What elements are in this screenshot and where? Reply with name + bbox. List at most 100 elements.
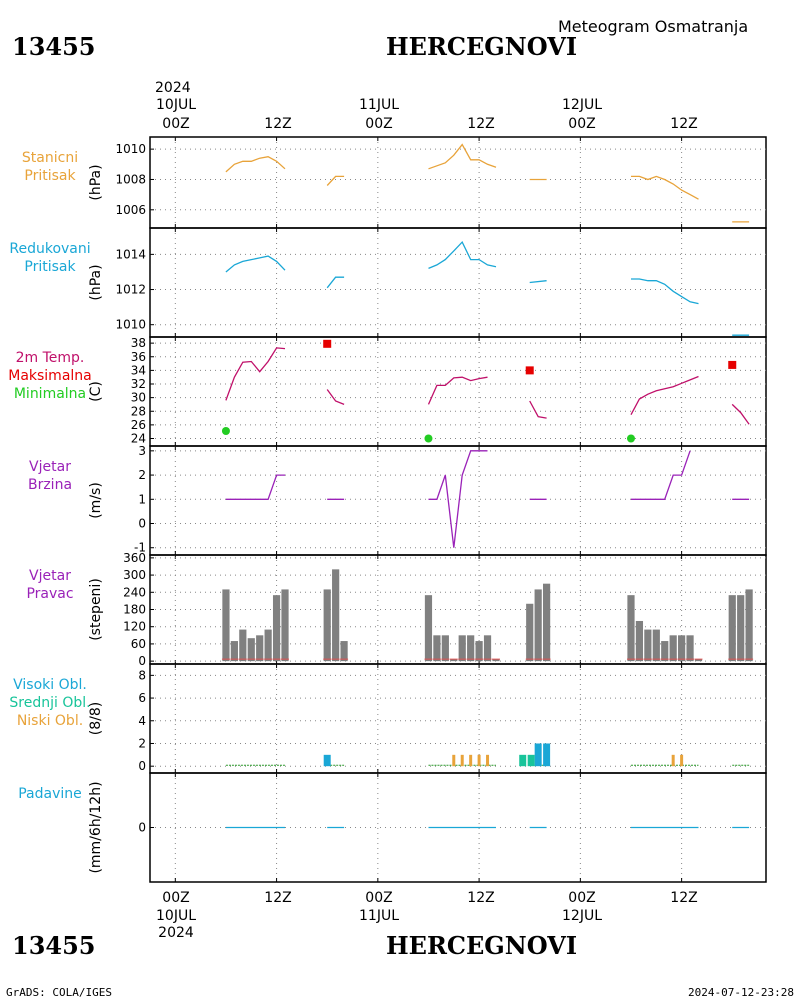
y-tick-label: 32 bbox=[131, 377, 146, 391]
y-tick-label: 300 bbox=[123, 568, 146, 582]
wind-direction-bar bbox=[441, 635, 449, 662]
panel-unit-label: (stepeni) bbox=[88, 578, 104, 641]
y-tick-label: 60 bbox=[131, 637, 146, 651]
cloud-bar bbox=[543, 743, 551, 767]
tmin-point bbox=[424, 434, 433, 443]
station-pressure-line bbox=[225, 156, 286, 173]
y-tick-label: 1010 bbox=[115, 142, 146, 156]
temperature-line bbox=[427, 376, 488, 405]
y-tick-label: 0 bbox=[138, 821, 146, 835]
bottom-hour-label: 12Z bbox=[264, 890, 291, 906]
temperature-line bbox=[326, 389, 345, 406]
cloud-bar bbox=[469, 754, 473, 767]
panel-label: Brzina bbox=[28, 477, 72, 493]
reduced-pressure-line bbox=[428, 240, 497, 269]
panels-layer: 101010081006(hPa)StanicniPritisak1014101… bbox=[8, 136, 767, 883]
wind-direction-bar bbox=[272, 595, 281, 662]
y-tick-label: 28 bbox=[131, 404, 146, 418]
y-tick-label: 26 bbox=[131, 418, 146, 432]
y-tick-label: 8 bbox=[138, 668, 146, 682]
cloud-bar bbox=[452, 754, 456, 767]
wind-speed-line bbox=[631, 450, 691, 500]
top-hour-label: 00Z bbox=[568, 116, 595, 132]
top-hour-label: 12Z bbox=[264, 116, 291, 132]
y-tick-label: 3 bbox=[138, 444, 146, 458]
station-pressure-line bbox=[428, 143, 497, 170]
temperature-line bbox=[731, 403, 750, 425]
bottom-date-label: 10JUL bbox=[156, 908, 196, 924]
top-year-label: 2024 bbox=[155, 80, 191, 96]
wind-direction-bar bbox=[281, 589, 289, 662]
temperature-line bbox=[225, 347, 286, 401]
wind-direction-bar bbox=[433, 635, 441, 662]
panel-label: Srednji Obl. bbox=[9, 695, 90, 711]
wind-direction-bar bbox=[745, 589, 753, 662]
y-tick-label: 4 bbox=[138, 714, 146, 728]
cloud-bar bbox=[680, 754, 684, 767]
y-tick-label: 36 bbox=[131, 350, 146, 364]
marks-layer bbox=[221, 143, 754, 829]
y-tick-label: 6 bbox=[138, 691, 146, 705]
panel-label: Padavine bbox=[18, 786, 82, 802]
panel-label: Minimalna bbox=[14, 386, 86, 402]
wind-direction-bar bbox=[256, 635, 264, 662]
wind-direction-bar bbox=[543, 583, 551, 662]
y-tick-label: 2 bbox=[138, 468, 146, 482]
wind-direction-bar bbox=[652, 629, 660, 662]
cloud-bar bbox=[323, 754, 331, 767]
wind-direction-bar bbox=[332, 569, 340, 662]
bottom-hour-label: 12Z bbox=[467, 890, 494, 906]
y-tick-label: 1012 bbox=[115, 283, 146, 297]
y-tick-label: 360 bbox=[123, 551, 146, 565]
station-pressure-line bbox=[631, 175, 699, 200]
panel-label: Visoki Obl. bbox=[13, 677, 87, 693]
wind-direction-bar bbox=[661, 641, 669, 662]
panel-frame bbox=[149, 336, 767, 447]
wind-direction-bar bbox=[467, 635, 475, 662]
top-hour-label: 12Z bbox=[467, 116, 494, 132]
y-tick-label: 120 bbox=[123, 620, 146, 634]
bottom-hour-label: 00Z bbox=[162, 890, 189, 906]
wind-direction-bar bbox=[247, 638, 255, 662]
panel-label: Redukovani bbox=[9, 241, 90, 257]
panel-unit-label: (C) bbox=[88, 381, 104, 402]
panel-unit-label: (hPa) bbox=[88, 264, 104, 300]
panel-label: Pravac bbox=[26, 586, 73, 602]
temperature-line bbox=[630, 375, 699, 416]
y-tick-label: 2 bbox=[138, 736, 146, 750]
wind-direction-bar bbox=[669, 635, 677, 662]
y-tick-label: 1008 bbox=[115, 172, 146, 186]
y-tick-label: 0 bbox=[138, 759, 146, 773]
wind-direction-bar bbox=[340, 641, 348, 662]
wind-direction-bar bbox=[475, 641, 483, 662]
wind-direction-bar bbox=[264, 629, 272, 662]
station-id-bottom: 13455 bbox=[12, 931, 96, 960]
wind-direction-bar bbox=[635, 620, 644, 662]
wind-speed-line bbox=[225, 474, 285, 500]
panel-label: Stanicni bbox=[22, 150, 78, 166]
reduced-pressure-line bbox=[326, 276, 345, 289]
cloud-bar bbox=[519, 754, 527, 767]
bottom-hour-label: 00Z bbox=[568, 890, 595, 906]
panel-label: Vjetar bbox=[29, 568, 71, 584]
y-tick-label: 0 bbox=[138, 517, 146, 531]
bottom-hour-label: 12Z bbox=[670, 890, 697, 906]
tmin-point bbox=[626, 434, 635, 443]
top-hour-label: 12Z bbox=[670, 116, 697, 132]
wind-direction-bar bbox=[728, 595, 736, 662]
wind-direction-bar bbox=[737, 595, 745, 662]
y-tick-label: 240 bbox=[123, 585, 146, 599]
wind-direction-bar bbox=[458, 635, 466, 662]
timestamp-text: 2024-07-12-23:28 bbox=[688, 986, 794, 999]
wind-direction-bar bbox=[644, 629, 652, 662]
y-tick-label: 180 bbox=[123, 603, 146, 617]
wind-direction-bar bbox=[526, 603, 534, 662]
station-id-top: 13455 bbox=[12, 32, 96, 61]
wind-speed-line bbox=[428, 450, 488, 548]
station-name-top: HERCEGNOVI bbox=[386, 32, 577, 61]
panel-label: Pritisak bbox=[24, 259, 76, 275]
y-tick-label: 38 bbox=[131, 336, 146, 350]
reduced-pressure-line bbox=[225, 255, 286, 273]
cloud-bar bbox=[460, 754, 464, 767]
